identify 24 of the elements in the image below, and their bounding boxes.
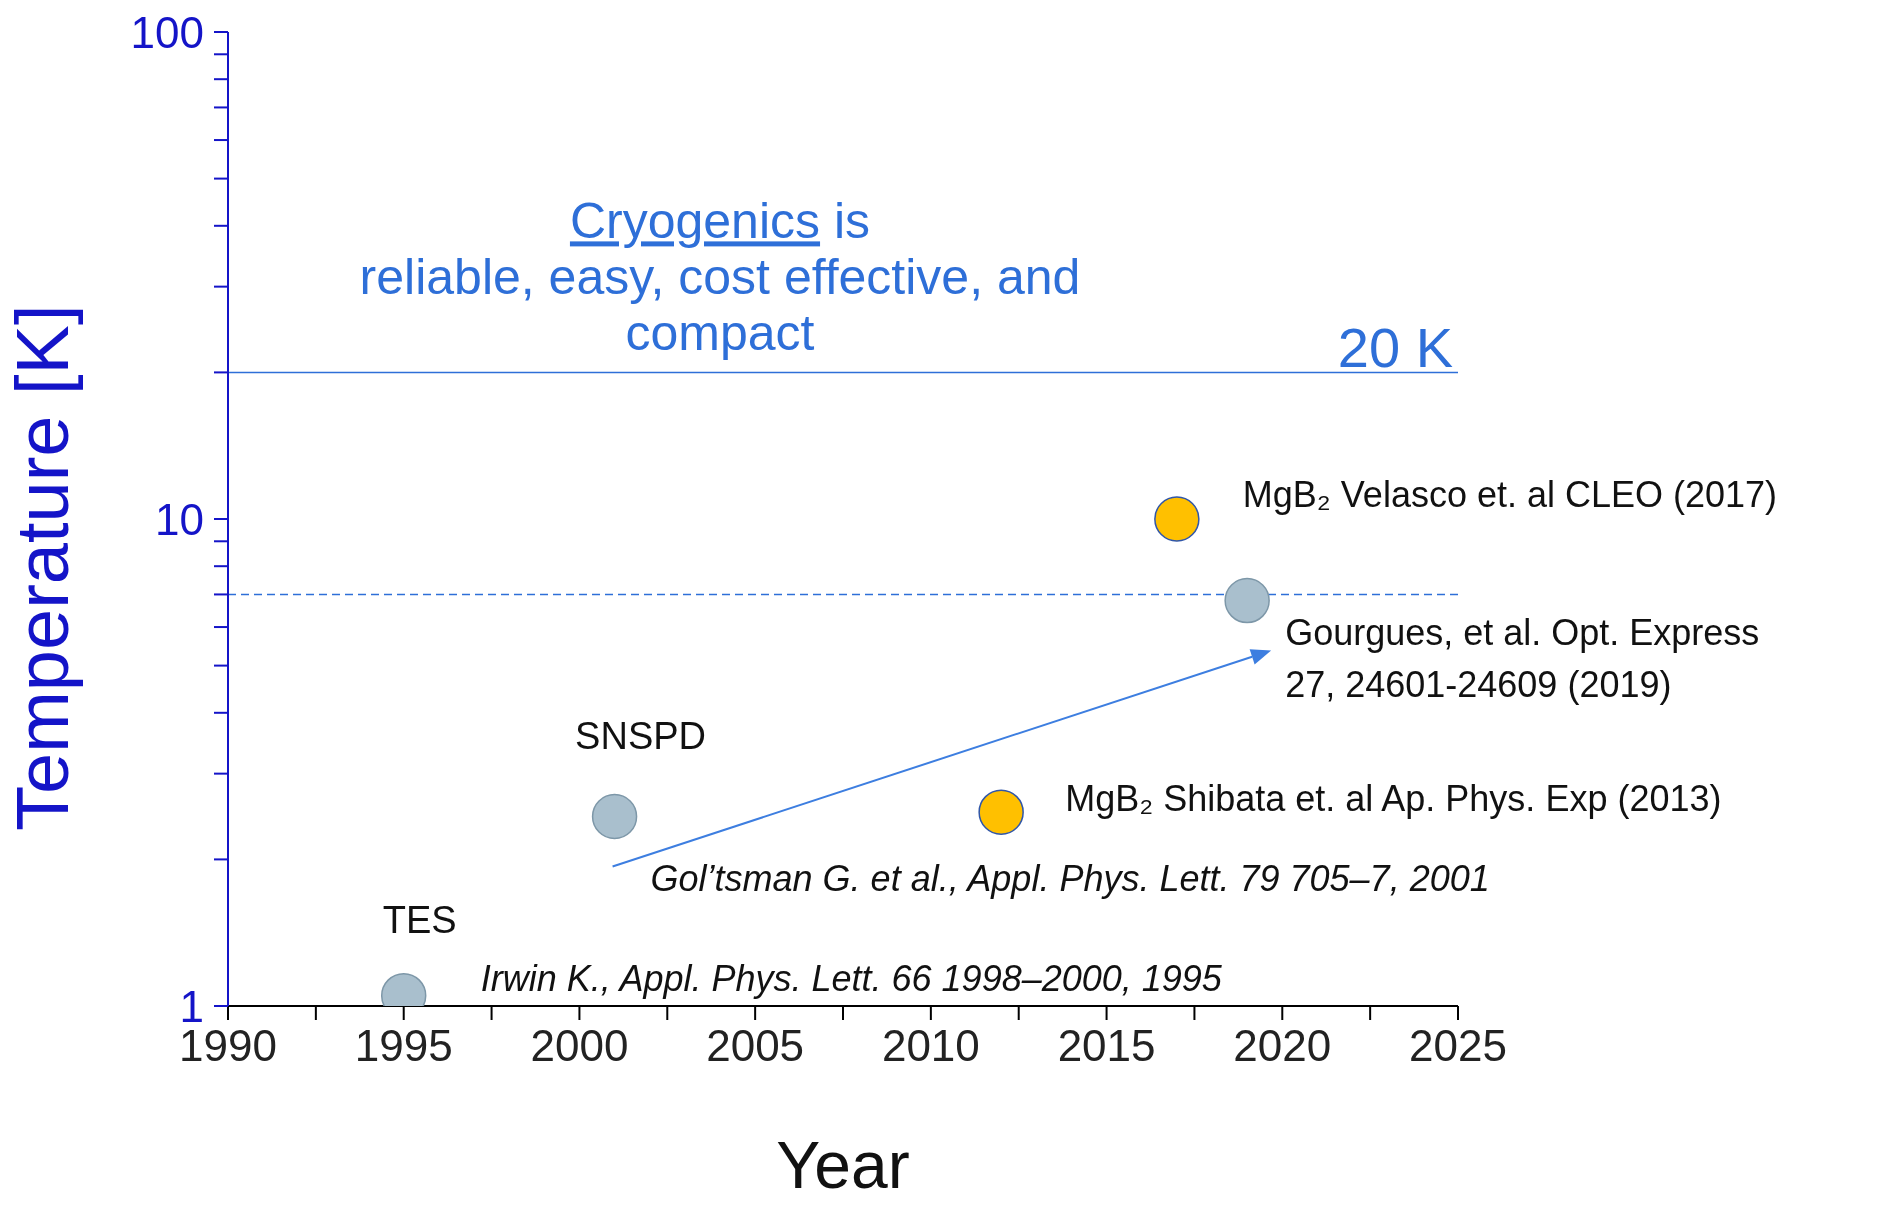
- y-tick-label: 10: [155, 494, 204, 544]
- y-axis-title: Temperature [K]: [1, 304, 84, 831]
- annotation: MgB₂ Shibata et. al Ap. Phys. Exp (2013): [1065, 777, 1722, 819]
- annotation: SNSPD: [575, 715, 707, 758]
- x-axis-title: Year: [776, 1128, 910, 1202]
- annotation: Irwin K., Appl. Phys. Lett. 66 1998–2000, 1995: [480, 957, 1223, 999]
- point: [591, 793, 638, 840]
- point: [1154, 496, 1200, 542]
- annotation: Cryogenics is reliable, easy, cost effective, and compact: [359, 193, 1081, 362]
- x-tick-label: 2025: [1409, 1021, 1507, 1071]
- annotation: Gol’tsman G. et al., Appl. Phys. Lett. 79 705–7, 2001: [650, 857, 1490, 899]
- annotation: Gourgues, et al. Opt. Express 27, 24601-24609 (2019): [1285, 611, 1760, 705]
- point: [978, 789, 1024, 835]
- point: [1224, 577, 1270, 624]
- annotation: TES: [382, 898, 457, 941]
- x-tick-label: 2000: [530, 1021, 629, 1071]
- y-tick-label: 100: [130, 7, 204, 57]
- x-tick-label: 2015: [1057, 1021, 1156, 1071]
- x-tick-label: 2005: [706, 1021, 805, 1071]
- x-tick-label: 1995: [354, 1021, 453, 1071]
- x-tick-label: 2020: [1233, 1021, 1332, 1071]
- annotation: MgB₂ Velasco et. al CLEO (2017): [1242, 473, 1778, 515]
- x-tick-label: 2010: [881, 1021, 980, 1071]
- ref-line-label: 20 K: [1337, 316, 1453, 380]
